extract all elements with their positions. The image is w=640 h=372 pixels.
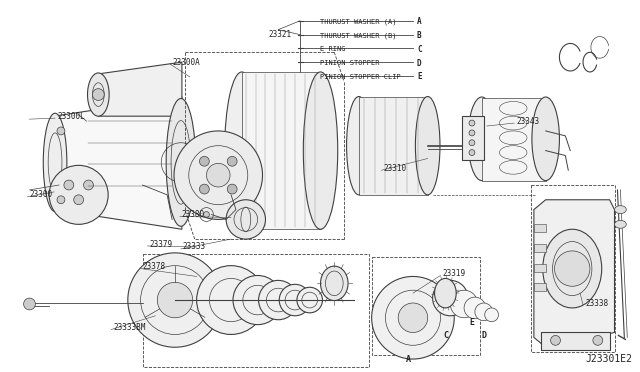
Bar: [534, 224, 546, 232]
Circle shape: [57, 196, 65, 204]
Circle shape: [49, 165, 108, 224]
Text: PINION STOPPER: PINION STOPPER: [319, 60, 379, 66]
Text: B: B: [417, 31, 422, 40]
Ellipse shape: [166, 99, 196, 226]
Ellipse shape: [614, 206, 627, 214]
Circle shape: [469, 120, 475, 126]
Circle shape: [469, 150, 475, 155]
Circle shape: [464, 297, 486, 319]
Text: J23301E2: J23301E2: [585, 354, 632, 364]
Text: A: A: [417, 17, 422, 26]
Circle shape: [64, 180, 74, 190]
Ellipse shape: [347, 96, 371, 195]
Text: 23321: 23321: [269, 30, 292, 39]
Text: 23343: 23343: [516, 116, 540, 126]
Ellipse shape: [415, 96, 440, 195]
Text: E RING: E RING: [319, 46, 345, 52]
Circle shape: [174, 131, 262, 219]
Ellipse shape: [475, 137, 489, 157]
Text: 23333: 23333: [183, 243, 206, 251]
Circle shape: [469, 130, 475, 136]
Polygon shape: [534, 200, 614, 347]
Bar: [462, 116, 484, 160]
Circle shape: [196, 266, 266, 334]
Text: 23300: 23300: [29, 190, 52, 199]
Bar: [534, 264, 546, 272]
Circle shape: [207, 163, 230, 187]
Text: PINION STOPPER CLIP: PINION STOPPER CLIP: [319, 74, 400, 80]
Text: 23310: 23310: [383, 164, 406, 173]
Text: 23333BM: 23333BM: [113, 323, 145, 332]
Text: D: D: [417, 59, 422, 68]
Ellipse shape: [532, 97, 559, 180]
Text: 23380: 23380: [182, 210, 205, 219]
Circle shape: [475, 303, 493, 321]
Ellipse shape: [321, 266, 348, 301]
Circle shape: [92, 89, 104, 100]
Text: THURUST WASHER (B): THURUST WASHER (B): [319, 32, 396, 39]
Circle shape: [550, 336, 561, 345]
Text: C: C: [443, 331, 448, 340]
Text: E: E: [469, 318, 474, 327]
Circle shape: [128, 253, 222, 347]
Circle shape: [297, 287, 323, 313]
Bar: [143, 254, 369, 367]
Circle shape: [200, 184, 209, 194]
Circle shape: [204, 212, 209, 218]
Circle shape: [451, 290, 478, 318]
Circle shape: [24, 298, 35, 310]
Bar: [242, 72, 321, 229]
Circle shape: [469, 140, 475, 146]
Circle shape: [200, 156, 209, 166]
Text: C: C: [417, 45, 422, 54]
Polygon shape: [99, 62, 182, 116]
Circle shape: [157, 282, 193, 318]
Ellipse shape: [44, 113, 67, 212]
Text: D: D: [481, 331, 486, 340]
Ellipse shape: [303, 72, 338, 229]
Text: 23300L: 23300L: [57, 112, 84, 121]
Ellipse shape: [435, 278, 456, 308]
Bar: [541, 333, 609, 350]
Text: A: A: [406, 355, 410, 363]
Text: 23378: 23378: [143, 262, 166, 271]
Circle shape: [227, 156, 237, 166]
Text: 23379: 23379: [150, 240, 173, 248]
Circle shape: [372, 276, 454, 359]
Ellipse shape: [225, 72, 259, 229]
Ellipse shape: [543, 229, 602, 308]
Ellipse shape: [614, 221, 627, 228]
Bar: [531, 185, 614, 352]
Bar: [372, 257, 480, 355]
Circle shape: [593, 336, 603, 345]
Bar: [534, 283, 546, 291]
Circle shape: [84, 180, 93, 190]
Text: 23319: 23319: [442, 269, 465, 278]
Text: E: E: [417, 73, 422, 81]
Circle shape: [484, 308, 499, 322]
Bar: [482, 97, 546, 181]
Ellipse shape: [88, 73, 109, 116]
Circle shape: [233, 276, 282, 325]
Circle shape: [259, 280, 298, 320]
Circle shape: [398, 303, 428, 333]
Bar: [534, 244, 546, 252]
Bar: [359, 96, 428, 195]
Text: 23300A: 23300A: [172, 58, 200, 67]
Ellipse shape: [468, 97, 495, 180]
Circle shape: [279, 284, 310, 316]
Text: 23338: 23338: [585, 298, 608, 308]
Circle shape: [554, 251, 590, 286]
Text: THURUST WASHER (A): THURUST WASHER (A): [319, 19, 396, 25]
Circle shape: [74, 195, 84, 205]
Circle shape: [57, 127, 65, 135]
Circle shape: [226, 200, 266, 239]
Polygon shape: [54, 96, 182, 229]
Circle shape: [227, 184, 237, 194]
Circle shape: [433, 280, 468, 316]
